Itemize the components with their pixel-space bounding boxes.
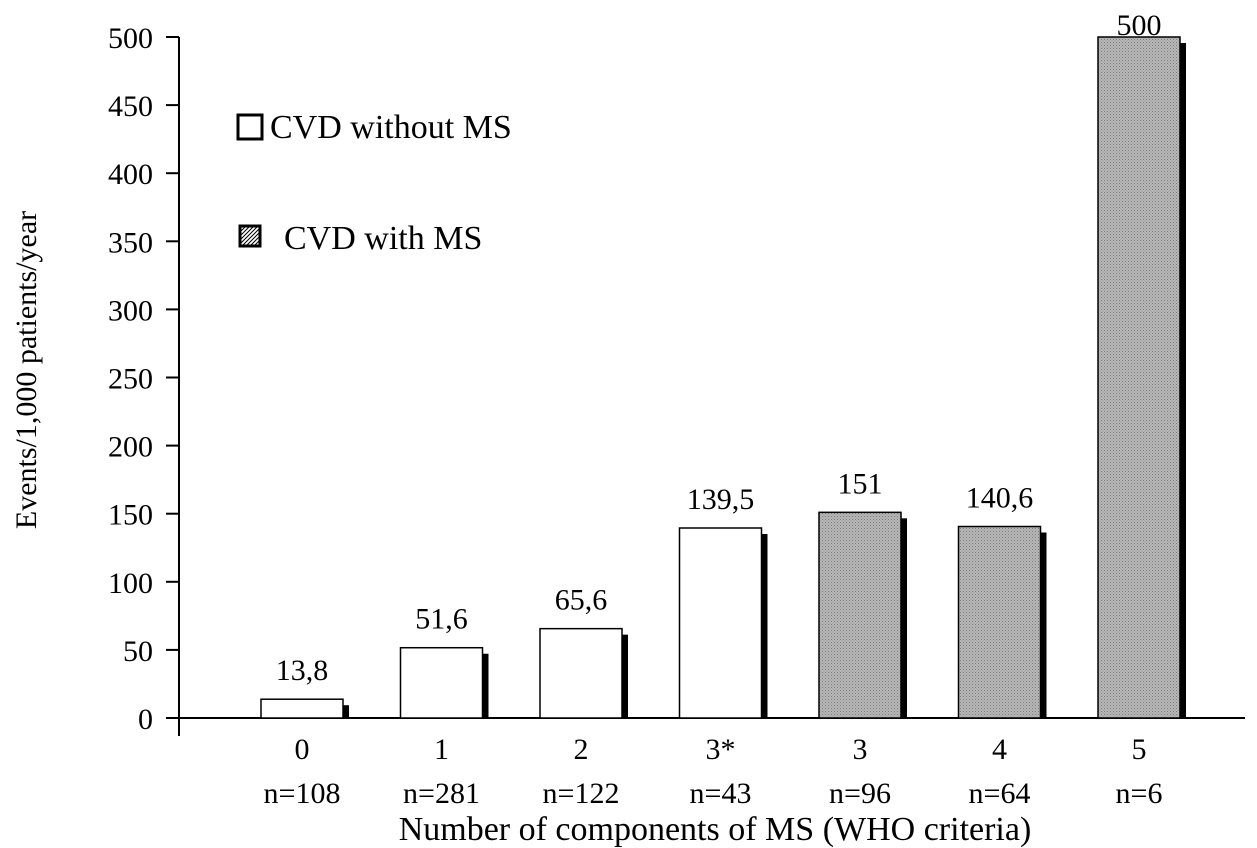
n-label-6: n=64 bbox=[969, 777, 1031, 810]
y-tick-label: 250 bbox=[108, 363, 153, 396]
x-tick-label-7: 5 bbox=[1132, 733, 1147, 766]
y-tick-label: 350 bbox=[108, 226, 153, 259]
legend-label-without-ms: CVD without MS bbox=[270, 109, 512, 146]
value-labels: 13,8 51,6 65,6 139,5 151 140,6 500 bbox=[276, 9, 1162, 687]
y-tick-label: 150 bbox=[108, 499, 153, 532]
y-tick-label: 100 bbox=[108, 567, 153, 600]
bar-1 bbox=[260, 698, 349, 719]
x-axis: 0 n=108 1 n=281 2 n=122 3* n=43 3 n=96 4 n=64 5 n=6 bbox=[179, 717, 1245, 810]
n-label-3: n=122 bbox=[543, 777, 620, 810]
y-tick-label: 500 bbox=[108, 22, 153, 55]
n-label-2: n=281 bbox=[403, 777, 480, 810]
n-label-1: n=108 bbox=[264, 777, 341, 810]
bar-5 bbox=[818, 511, 907, 719]
y-tick-label: 200 bbox=[108, 431, 153, 464]
bar-7 bbox=[1097, 36, 1186, 719]
y-axis-title: Events/1,000 patients/year bbox=[10, 211, 43, 529]
x-tick-label-4: 3* bbox=[706, 733, 736, 766]
value-label-2: 51,6 bbox=[415, 603, 468, 636]
x-tick-label-3: 2 bbox=[574, 733, 589, 766]
legend-item-with-ms: CVD with MS bbox=[238, 220, 482, 257]
x-axis-title: Number of components of MS (WHO criteria… bbox=[399, 811, 1032, 848]
bar-2 bbox=[399, 646, 489, 719]
bar-rect bbox=[1097, 36, 1181, 719]
y-tick-label: 450 bbox=[108, 90, 153, 123]
legend-item-without-ms: CVD without MS bbox=[236, 109, 512, 146]
bar-3 bbox=[539, 627, 628, 719]
value-label-6: 140,6 bbox=[966, 482, 1034, 515]
y-axis: 0 50 100 150 200 250 300 350 400 450 500 bbox=[108, 22, 180, 736]
y-tick-label: 300 bbox=[108, 294, 153, 327]
x-tick-label-2: 1 bbox=[434, 733, 449, 766]
n-label-4: n=43 bbox=[690, 777, 752, 810]
bar-4 bbox=[678, 527, 768, 719]
n-label-5: n=96 bbox=[829, 777, 891, 810]
value-label-7: 500 bbox=[1117, 9, 1162, 42]
legend-swatch-with-ms bbox=[238, 224, 262, 248]
y-tick-label: 0 bbox=[138, 703, 153, 736]
x-tick-label-5: 3 bbox=[853, 733, 868, 766]
bar-6 bbox=[957, 525, 1047, 719]
x-tick-label-6: 4 bbox=[992, 733, 1007, 766]
bar-rect bbox=[957, 525, 1042, 719]
x-tick-label-1: 0 bbox=[295, 733, 310, 766]
value-label-4: 139,5 bbox=[687, 483, 755, 516]
bar-rect bbox=[539, 627, 623, 719]
value-label-3: 65,6 bbox=[555, 584, 608, 617]
n-label-7: n=6 bbox=[1116, 777, 1163, 810]
legend-swatch-without-ms bbox=[236, 113, 264, 141]
legend-label-with-ms: CVD with MS bbox=[284, 220, 482, 257]
y-tick-label: 400 bbox=[108, 158, 153, 191]
bar-rect bbox=[260, 698, 344, 719]
value-label-1: 13,8 bbox=[276, 654, 329, 687]
bar-rect bbox=[678, 527, 763, 719]
y-tick-label: 50 bbox=[123, 635, 153, 668]
bar-rect bbox=[399, 646, 484, 719]
bars bbox=[260, 36, 1186, 719]
value-label-5: 151 bbox=[838, 467, 883, 500]
bar-rect bbox=[818, 511, 902, 719]
legend: CVD without MS CVD with MS bbox=[236, 109, 512, 257]
